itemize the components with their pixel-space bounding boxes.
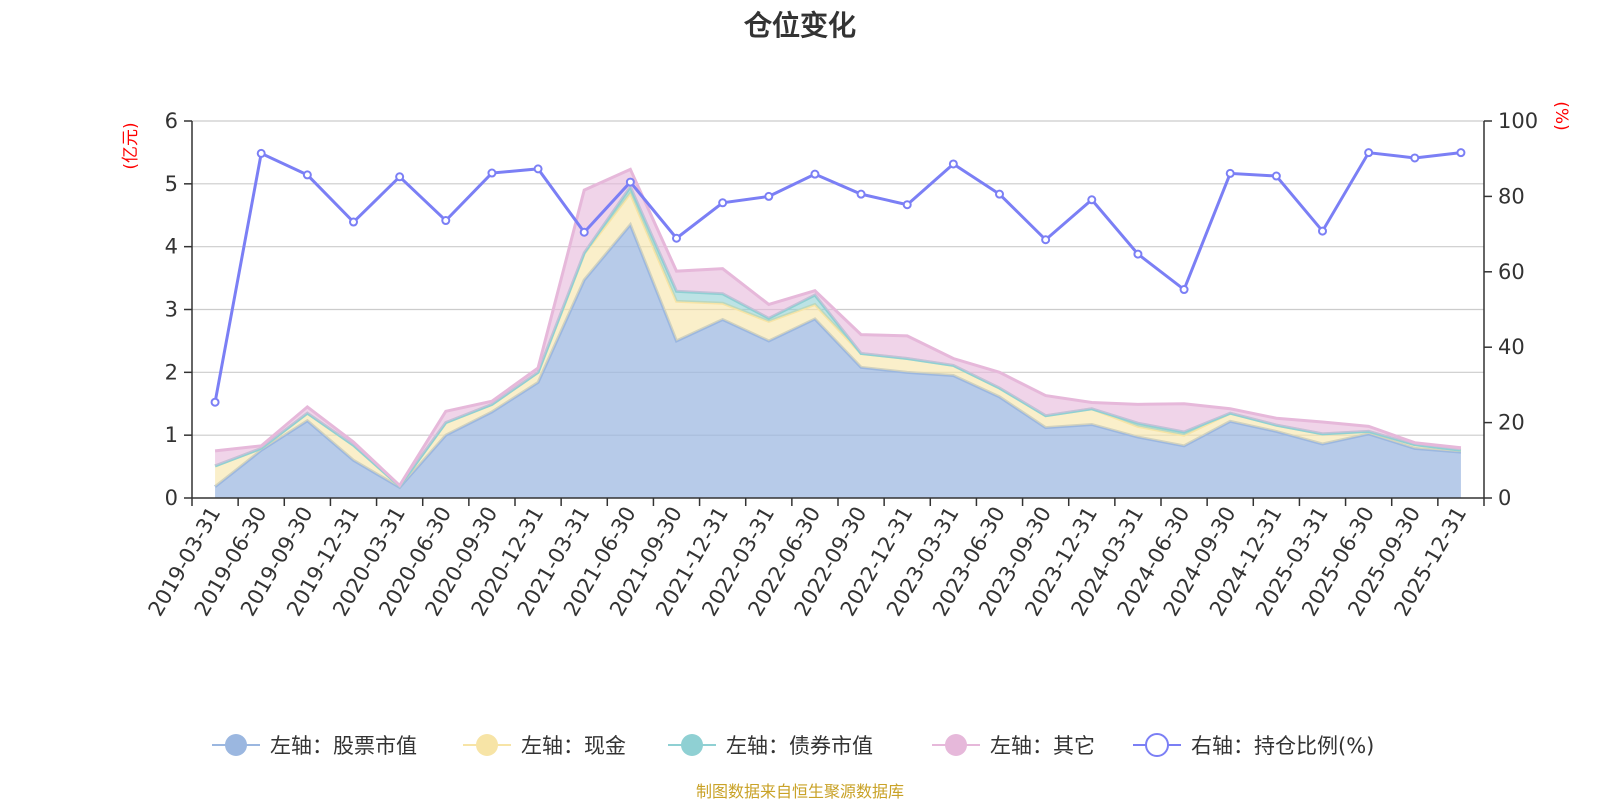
ratio-point[interactable] bbox=[1179, 285, 1189, 295]
left-tick-label: 5 bbox=[165, 172, 178, 196]
right-axis-unit-label: (%) bbox=[1551, 101, 1571, 130]
left-tick-label: 6 bbox=[165, 109, 178, 133]
ratio-point[interactable] bbox=[1271, 171, 1281, 181]
right-tick-label: 100 bbox=[1498, 109, 1538, 133]
area-fill-0 bbox=[215, 224, 1461, 499]
left-tick-label: 1 bbox=[165, 423, 178, 447]
ratio-point[interactable] bbox=[1364, 148, 1374, 158]
ratio-point[interactable] bbox=[625, 177, 635, 187]
legend-label: 左轴：股票市值 bbox=[270, 734, 417, 758]
legend-swatch-marker bbox=[225, 734, 247, 756]
legend-item-4[interactable]: 右轴：持仓比例(%) bbox=[1133, 733, 1374, 758]
right-tick-label: 60 bbox=[1498, 260, 1525, 284]
ratio-point[interactable] bbox=[487, 168, 497, 178]
ratio-point[interactable] bbox=[302, 170, 312, 180]
legend-swatch-marker bbox=[1145, 733, 1169, 757]
ratio-point[interactable] bbox=[856, 189, 866, 199]
area-fill-1 bbox=[215, 193, 1461, 488]
ratio-point[interactable] bbox=[1041, 235, 1051, 245]
legend-item-0[interactable]: 左轴：股票市值 bbox=[212, 734, 417, 758]
legend-swatch-marker bbox=[476, 734, 498, 756]
legend-label: 左轴：现金 bbox=[521, 734, 626, 758]
right-tick-label: 20 bbox=[1498, 411, 1525, 435]
source-note: 制图数据来自恒生聚源数据库 bbox=[695, 782, 904, 801]
ratio-point[interactable] bbox=[1133, 249, 1143, 259]
ratio-point[interactable] bbox=[1225, 168, 1235, 178]
left-axis-unit-label: (亿元) bbox=[121, 122, 141, 169]
legend-label: 右轴：持仓比例(%) bbox=[1191, 734, 1374, 758]
ratio-point[interactable] bbox=[579, 227, 589, 237]
legend-item-3[interactable]: 左轴：其它 bbox=[932, 734, 1095, 758]
ratio-line-series bbox=[210, 148, 1466, 407]
legend: 左轴：股票市值 左轴：现金 左轴：债券市值 左轴：其它 右轴：持仓比例(%) bbox=[212, 733, 1374, 758]
right-tick-label: 80 bbox=[1498, 184, 1525, 208]
left-tick-label: 0 bbox=[165, 486, 178, 510]
legend-swatch-marker bbox=[681, 734, 703, 756]
ratio-point[interactable] bbox=[533, 164, 543, 174]
ratio-point[interactable] bbox=[810, 169, 820, 179]
ratio-point[interactable] bbox=[948, 159, 958, 169]
ratio-point[interactable] bbox=[210, 397, 220, 407]
ratio-point[interactable] bbox=[902, 200, 912, 210]
legend-swatch-marker bbox=[945, 734, 967, 756]
area-series bbox=[214, 167, 1462, 499]
ratio-point[interactable] bbox=[395, 172, 405, 182]
ratio-point[interactable] bbox=[1410, 153, 1420, 163]
ratio-point[interactable] bbox=[349, 217, 358, 227]
legend-label: 左轴：其它 bbox=[990, 734, 1095, 758]
ratio-point[interactable] bbox=[764, 191, 774, 201]
chart-title: 仓位变化 bbox=[743, 9, 856, 42]
ratio-point[interactable] bbox=[441, 216, 451, 226]
ratio-point[interactable] bbox=[1318, 226, 1327, 236]
ratio-line bbox=[213, 151, 1462, 403]
legend-item-1[interactable]: 左轴：现金 bbox=[463, 734, 626, 758]
ratio-point[interactable] bbox=[718, 198, 728, 208]
area-edge-0 bbox=[214, 221, 1462, 490]
ratio-point[interactable] bbox=[1087, 195, 1097, 205]
ratio-point[interactable] bbox=[672, 233, 681, 243]
left-tick-label: 3 bbox=[165, 298, 178, 322]
area-fill-3 bbox=[215, 169, 1461, 487]
area-edge-3 bbox=[214, 167, 1462, 488]
right-tick-label: 0 bbox=[1498, 486, 1511, 510]
legend-label: 左轴：债券市值 bbox=[726, 734, 873, 758]
legend-item-2[interactable]: 左轴：债券市值 bbox=[668, 734, 873, 758]
left-tick-label: 4 bbox=[165, 235, 178, 259]
right-tick-label: 40 bbox=[1498, 335, 1525, 359]
ratio-point[interactable] bbox=[256, 148, 266, 158]
ratio-point[interactable] bbox=[995, 189, 1004, 199]
left-tick-label: 2 bbox=[165, 360, 178, 384]
ratio-point[interactable] bbox=[1456, 148, 1466, 158]
